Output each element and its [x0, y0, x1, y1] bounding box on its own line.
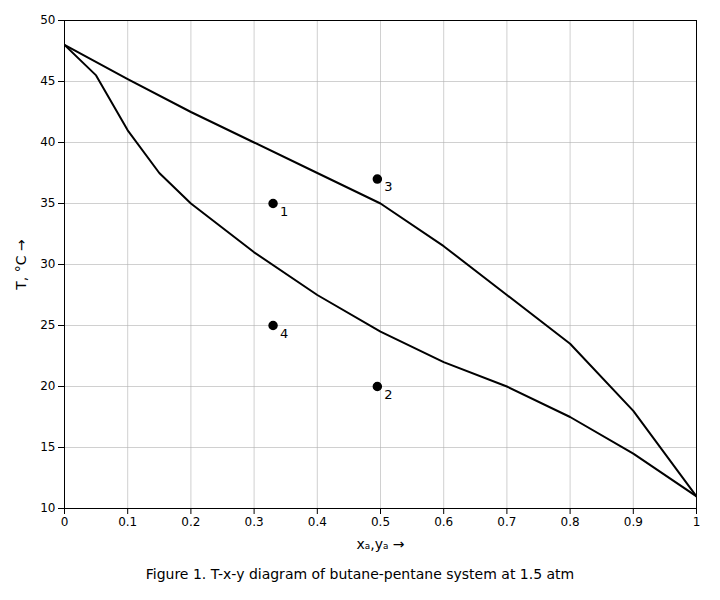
- svg-text:0.9: 0.9: [624, 515, 643, 529]
- svg-text:25: 25: [40, 318, 55, 332]
- svg-text:0.2: 0.2: [181, 515, 200, 529]
- svg-text:2: 2: [384, 387, 392, 402]
- svg-text:35: 35: [40, 196, 55, 210]
- svg-text:3: 3: [384, 179, 392, 194]
- svg-text:0: 0: [61, 515, 69, 529]
- svg-text:40: 40: [40, 135, 55, 149]
- svg-text:0.3: 0.3: [245, 515, 264, 529]
- svg-text:T, °C →: T, °C →: [13, 239, 29, 291]
- svg-text:10: 10: [40, 501, 55, 515]
- svg-text:0.7: 0.7: [497, 515, 516, 529]
- svg-text:45: 45: [40, 74, 55, 88]
- svg-text:0.8: 0.8: [561, 515, 580, 529]
- svg-text:20: 20: [40, 379, 55, 393]
- svg-text:0.5: 0.5: [371, 515, 390, 529]
- svg-text:0.1: 0.1: [118, 515, 137, 529]
- svg-text:0.4: 0.4: [308, 515, 327, 529]
- svg-text:1: 1: [280, 204, 288, 219]
- html-text:Figure 1. T-x-y diagram of but: Figure 1. T-x-y diagram of butane-pentan…: [145, 566, 575, 582]
- svg-text:4: 4: [280, 326, 288, 341]
- svg-text:30: 30: [40, 257, 55, 271]
- svg-text:0.6: 0.6: [434, 515, 453, 529]
- svg-text:1: 1: [693, 515, 701, 529]
- svg-text:15: 15: [40, 440, 55, 454]
- svg-text:xₐ,yₐ →: xₐ,yₐ →: [356, 536, 404, 552]
- svg-text:50: 50: [40, 13, 55, 27]
